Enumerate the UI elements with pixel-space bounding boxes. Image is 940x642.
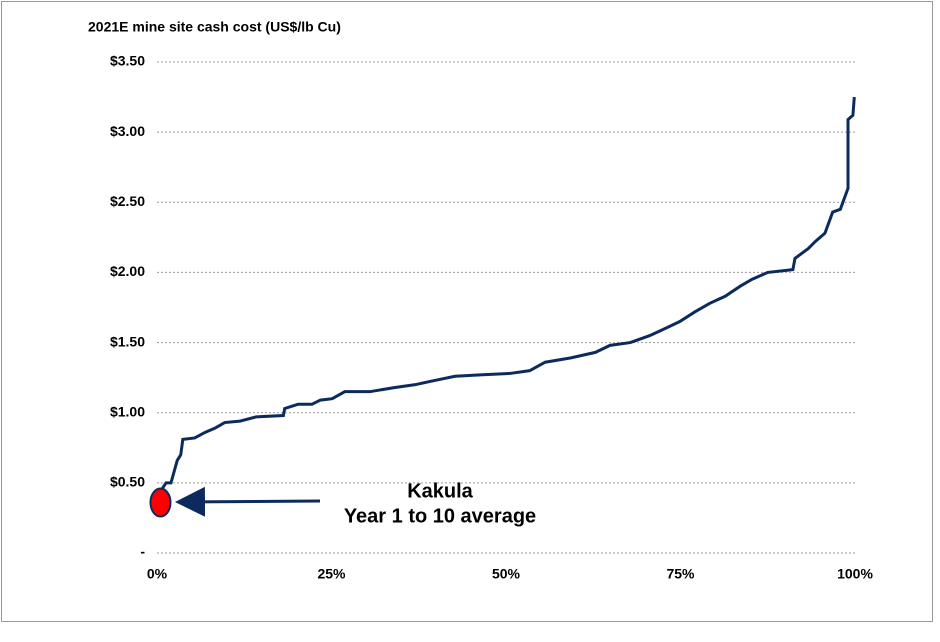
x-tick-label: 100%	[837, 566, 873, 582]
frame	[1, 1, 933, 622]
y-tick-label: $1.50	[110, 333, 145, 349]
x-tick-label: 50%	[492, 566, 521, 582]
annotation-text: Kakula	[407, 480, 473, 502]
marker	[149, 487, 172, 518]
x-tick-label: 75%	[666, 566, 695, 582]
y-tick-label: $3.00	[110, 123, 145, 139]
y-tick-label: $2.00	[110, 263, 145, 279]
y-tick-label: $3.50	[110, 53, 145, 69]
arrow	[175, 486, 321, 517]
annotation-text: Year 1 to 10 average	[344, 505, 536, 527]
chart-title: 2021E mine site cash cost (US$/lb Cu)	[88, 19, 341, 35]
x-tick-label: 25%	[317, 566, 346, 582]
y-tick-label: -	[140, 544, 145, 560]
y-tick-label: $2.50	[110, 193, 145, 209]
x-tick-label: 0%	[147, 566, 168, 582]
y-tick-label: $1.00	[110, 403, 145, 419]
y-tick-label: $0.50	[110, 474, 145, 490]
line	[158, 96, 856, 494]
